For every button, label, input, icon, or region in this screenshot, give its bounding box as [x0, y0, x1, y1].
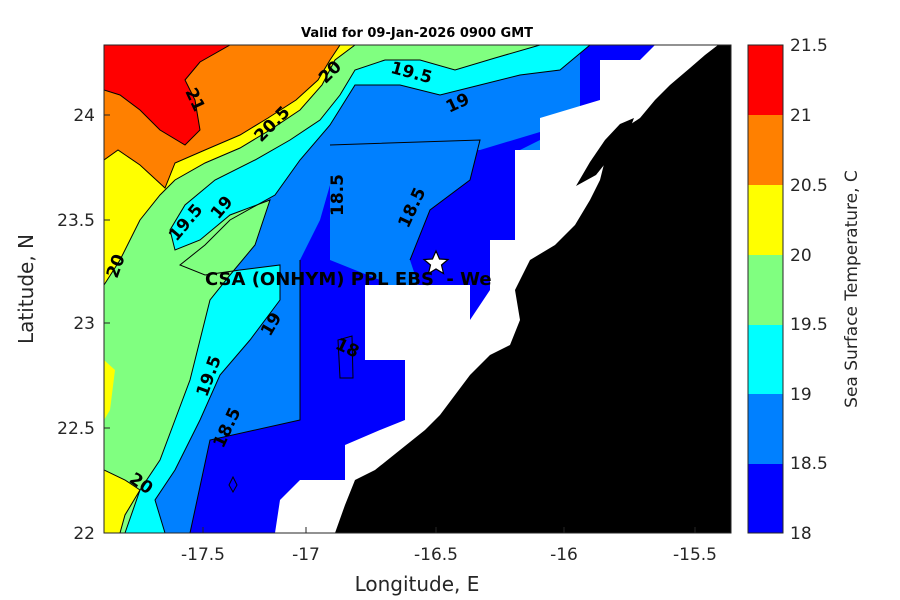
contour-20-sw [104, 469, 141, 533]
contour-lines [104, 45, 591, 533]
x-tick-label: -15.5 [673, 545, 717, 565]
contour-label: 18.5 [328, 174, 348, 216]
contour-18-small [228, 475, 238, 494]
contour-21 [104, 45, 231, 146]
colorbar-swatch [748, 255, 783, 325]
map-title: Valid for 09-Jan-2026 0900 GMT [301, 26, 533, 41]
contour-20 [104, 45, 356, 286]
colorbar-tick-label: 20 [790, 246, 812, 266]
colorbar-swatch [748, 394, 783, 464]
y-tick-label: 23 [73, 314, 95, 334]
contour-19.5 [124, 45, 541, 533]
contour-20.5 [104, 45, 341, 189]
contour-18.5 [189, 139, 481, 533]
y-tick-label: 24 [73, 106, 95, 126]
coastal-island [576, 118, 634, 186]
plot-frame [103, 44, 732, 534]
land-area [335, 45, 731, 533]
star-icon [422, 249, 450, 275]
x-tick-label: -16.5 [414, 545, 458, 565]
colorbar-swatch [748, 115, 783, 185]
sst-band-19.5-20 [104, 45, 540, 533]
y-axis: 22 22.5 23 23.5 24 Latitude, N [14, 106, 110, 544]
colorbar-swatch [748, 185, 783, 255]
site-label: CSA (ONHYM) PPL EBS - We [205, 269, 492, 290]
colorbar-tick-label: 20.5 [790, 176, 828, 196]
colorbar: 18 18.5 19 19.5 20 20.5 21 21.5 Sea Surf… [747, 36, 862, 544]
colorbar-tick-label: 21 [790, 106, 812, 126]
y-tick-label: 23.5 [57, 211, 95, 231]
x-tick-label: -17 [292, 545, 320, 565]
x-tick-label: -17.5 [181, 545, 225, 565]
x-axis: -17.5 -17 -16.5 -16 -15.5 Longitude, E [181, 527, 717, 596]
contour-19 [154, 45, 591, 533]
y-tick-label: 22 [73, 524, 95, 544]
colorbar-swatch [748, 463, 783, 533]
colorbar-tick-label: 21.5 [790, 36, 828, 56]
colorbar-tick-label: 19 [790, 385, 812, 405]
colorbar-tick-label: 18.5 [790, 454, 828, 474]
y-tick-label: 22.5 [57, 419, 95, 439]
colorbar-swatch [748, 324, 783, 394]
map-plot-area: 21 20.5 20 19.5 19 19.5 19 18.5 18.5 20 … [104, 45, 731, 533]
x-tick-label: -16 [550, 545, 578, 565]
colorbar-swatch [748, 45, 783, 115]
contour-18 [337, 335, 354, 379]
colorbar-frame [747, 44, 784, 534]
y-axis-label: Latitude, N [14, 234, 38, 344]
colorbar-tick-label: 18 [790, 524, 812, 544]
colorbar-label: Sea Surface Temperature, C [842, 170, 862, 408]
colorbar-tick-label: 19.5 [790, 315, 828, 335]
sst-band-21-21.5 [104, 45, 230, 145]
x-axis-label: Longitude, E [355, 572, 480, 596]
